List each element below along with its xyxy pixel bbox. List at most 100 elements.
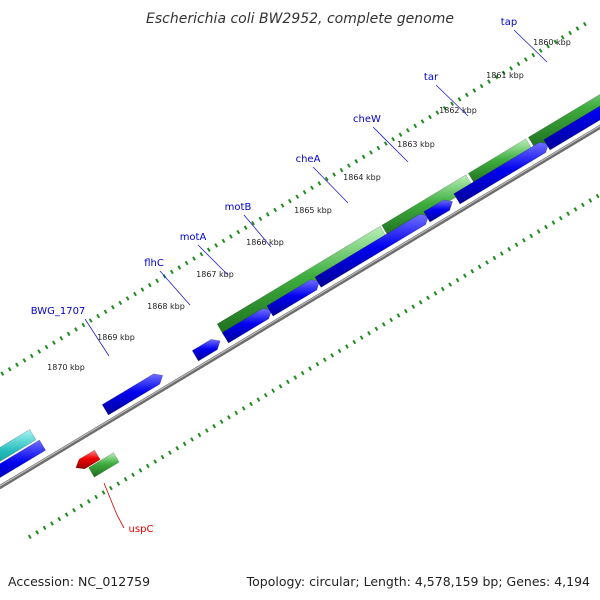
tick-dot-outer xyxy=(133,291,137,297)
tick-dot-outer xyxy=(88,318,93,323)
tick-dot-outer xyxy=(96,313,101,319)
tick-label: 1860 kbp xyxy=(533,38,571,47)
tick-dot-outer xyxy=(221,238,226,244)
tick-dot-outer xyxy=(295,194,300,199)
accession-text: Accession: NC_012759 xyxy=(8,574,150,589)
cds-block xyxy=(0,439,47,479)
gene-leader-line xyxy=(435,84,469,117)
tick-dot-outer xyxy=(199,251,204,257)
tick-dot-inner xyxy=(499,251,504,256)
tick-dot-inner xyxy=(381,322,386,327)
tick-dot-outer xyxy=(501,70,506,76)
gene-leader-line xyxy=(84,318,110,357)
tick-dot-inner xyxy=(522,238,526,243)
tick-dot-outer xyxy=(147,282,152,288)
tick-dot-inner xyxy=(249,401,253,407)
tick-label: 1870 kbp xyxy=(47,363,85,372)
gene-label: motB xyxy=(225,202,252,213)
tick-dot-inner xyxy=(35,530,40,535)
tick-dot-outer xyxy=(265,212,270,217)
gene-labels: tap tar cheW cheA motB motA flhC BWG_1707 uspC xyxy=(31,17,548,535)
gene-block xyxy=(527,93,600,150)
gene-label: tar xyxy=(424,72,439,83)
genome-backbone xyxy=(0,124,600,490)
tick-dot-inner xyxy=(529,233,534,239)
tick-dot-outer xyxy=(398,132,403,137)
gene-leader-line xyxy=(372,126,409,163)
gene-block xyxy=(216,225,388,337)
tick-dot-inner xyxy=(145,463,150,469)
tick-dot-outer xyxy=(140,287,145,292)
tick-dot-outer xyxy=(575,26,580,31)
tick-dot-inner xyxy=(470,269,475,274)
tick-dot-outer xyxy=(457,97,462,102)
tick-dot-outer xyxy=(302,190,307,195)
tick-dot-inner xyxy=(352,339,357,345)
gene-label: uspC xyxy=(129,524,154,535)
tick-label: 1865 kbp xyxy=(294,206,332,215)
gene-label: cheW xyxy=(353,114,381,125)
tick-dot-inner xyxy=(175,446,180,451)
tick-dot-inner xyxy=(123,477,128,482)
tick-dot-outer xyxy=(391,136,396,142)
tick-dot-outer xyxy=(273,207,278,213)
tick-dot-outer xyxy=(52,340,56,345)
tick-dot-outer xyxy=(66,331,71,337)
gene-leader-line xyxy=(103,482,125,529)
cds-block xyxy=(423,199,453,223)
tick-dot-inner xyxy=(131,472,135,478)
tick-dot-inner xyxy=(440,286,445,292)
tick-dot-outer xyxy=(369,150,373,155)
tick-dot-inner xyxy=(168,450,172,455)
tick-dot-outer xyxy=(243,225,248,230)
map-title: Escherichia coli BW2952, complete genome xyxy=(146,11,454,27)
tick-dot-inner xyxy=(293,375,298,380)
tick-dot-inner xyxy=(212,423,217,429)
tick-label: 1866 kbp xyxy=(246,238,284,247)
gene-leader-line xyxy=(312,166,349,204)
feature-bands xyxy=(0,21,600,539)
tick-dot-outer xyxy=(332,172,337,177)
tick-dot-outer xyxy=(538,48,543,53)
tick-label: 1861 kbp xyxy=(486,71,524,80)
tick-dot-outer xyxy=(487,79,491,84)
tick-dot-inner xyxy=(544,224,548,230)
tick-dot-outer xyxy=(74,327,78,332)
tick-dot-inner xyxy=(374,326,379,332)
tick-dot-outer xyxy=(37,349,42,354)
tick-dot-outer xyxy=(383,141,388,146)
tick-dot-inner xyxy=(116,481,121,486)
tick-dot-inner xyxy=(79,503,84,509)
tick-dot-inner xyxy=(337,348,342,354)
tick-dot-inner xyxy=(581,202,585,208)
tick-dot-outer xyxy=(354,159,359,164)
tick-dot-outer xyxy=(192,256,196,261)
tick-dot-outer xyxy=(59,336,64,341)
tick-dot-outer xyxy=(118,300,123,306)
tick-dot-inner xyxy=(308,366,312,371)
tick-dot-inner xyxy=(219,419,224,424)
tick-dot-outer xyxy=(103,309,108,314)
tick-dot-outer xyxy=(568,30,572,36)
tick-dot-inner xyxy=(404,308,408,314)
tick-dot-inner xyxy=(197,432,202,438)
gene-label: motA xyxy=(180,232,207,243)
tick-dot-inner xyxy=(359,335,364,340)
cds-block xyxy=(221,308,273,344)
tick-dot-inner xyxy=(241,406,246,411)
gene-label: flhC xyxy=(144,258,164,269)
tick-dot-inner xyxy=(227,415,231,420)
gene-block xyxy=(381,174,474,238)
tick-dot-outer xyxy=(516,61,521,67)
tick-dot-inner xyxy=(367,330,371,336)
tick-dot-inner xyxy=(551,220,556,225)
tick-dot-inner xyxy=(411,304,416,309)
tick-dot-outer xyxy=(582,21,587,27)
tick-dot-outer xyxy=(170,269,174,275)
tick-dot-inner xyxy=(27,534,32,539)
tick-dot-outer xyxy=(339,167,344,173)
tick-dot-inner xyxy=(588,198,593,203)
tick-dot-outer xyxy=(472,88,477,93)
tick-dot-outer xyxy=(44,344,49,350)
